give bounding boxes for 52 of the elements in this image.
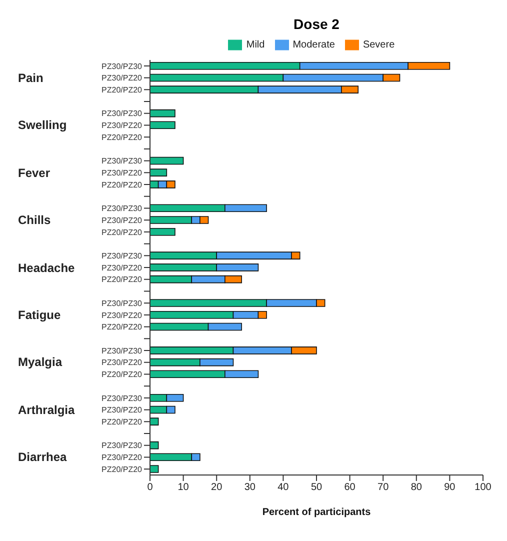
- chart-title: Dose 2: [292, 16, 340, 32]
- legend-label: Mild: [246, 40, 265, 51]
- y-tick-label: PZ30/PZ20: [102, 310, 143, 320]
- text: Diarrhea: [18, 449, 67, 466]
- legend-label: Severe: [362, 40, 395, 51]
- y-tick-label: PZ30/PZ20: [102, 74, 143, 83]
- y-tick-label: PZ30/PZ20: [102, 358, 143, 368]
- x-tick-label: 100: [474, 482, 492, 494]
- x-tick-label: 10: [178, 482, 190, 494]
- x-tick-label: 30: [244, 482, 256, 494]
- text: Headache: [18, 260, 75, 276]
- text: Chills: [18, 212, 51, 228]
- y-tick-label: PZ30/PZ30: [102, 346, 143, 356]
- y-tick-label: PZ30/PZ20: [102, 121, 143, 130]
- x-tick-label: 80: [410, 482, 422, 494]
- y-tick-label: PZ30/PZ30: [102, 62, 143, 71]
- y-tick-label: PZ30/PZ30: [102, 204, 143, 214]
- x-tick-label: 70: [378, 482, 390, 494]
- x-axis-title: Percent of participants: [262, 507, 372, 518]
- y-tick-label: PZ20/PZ20: [102, 464, 143, 474]
- text: Fatigue: [18, 306, 61, 323]
- y-tick-label: PZ20/PZ20: [102, 322, 143, 332]
- y-tick-label: PZ20/PZ20: [102, 132, 143, 142]
- y-tick-label: PZ30/PZ20: [102, 406, 143, 415]
- text: Fever: [18, 164, 50, 181]
- y-tick-label: PZ30/PZ30: [102, 394, 143, 403]
- y-tick-label: PZ20/PZ20: [102, 228, 143, 237]
- x-tick-label: 0: [147, 482, 154, 494]
- y-tick-label: PZ30/PZ30: [102, 251, 143, 260]
- legend-label: Moderate: [292, 40, 335, 51]
- x-tick-label: 40: [278, 482, 290, 494]
- text: Arthralgia: [18, 402, 75, 418]
- y-tick-label: PZ30/PZ30: [102, 109, 143, 118]
- text: Myalgia: [18, 354, 62, 370]
- text: Swelling: [18, 117, 67, 134]
- y-tick-label: PZ20/PZ20: [102, 275, 143, 284]
- y-tick-label: PZ30/PZ20: [102, 263, 143, 272]
- y-tick-label: PZ20/PZ20: [102, 417, 143, 426]
- y-tick-label: PZ30/PZ20: [102, 216, 143, 225]
- y-tick-label: PZ20/PZ20: [102, 85, 143, 94]
- y-tick-label: PZ30/PZ20: [102, 453, 143, 462]
- y-tick-label: PZ20/PZ20: [102, 370, 143, 380]
- y-tick-label: PZ30/PZ20: [102, 168, 143, 178]
- y-tick-label: PZ30/PZ30: [102, 441, 143, 450]
- y-tick-label: PZ30/PZ30: [102, 156, 143, 166]
- x-tick-label: 50: [310, 482, 322, 494]
- x-tick-label: 20: [211, 482, 223, 494]
- y-tick-label: PZ20/PZ20: [102, 180, 143, 190]
- text: Pain: [18, 70, 44, 86]
- x-tick-label: 60: [344, 482, 356, 494]
- x-tick-label: 90: [444, 482, 456, 494]
- y-tick-label: PZ30/PZ30: [102, 298, 143, 308]
